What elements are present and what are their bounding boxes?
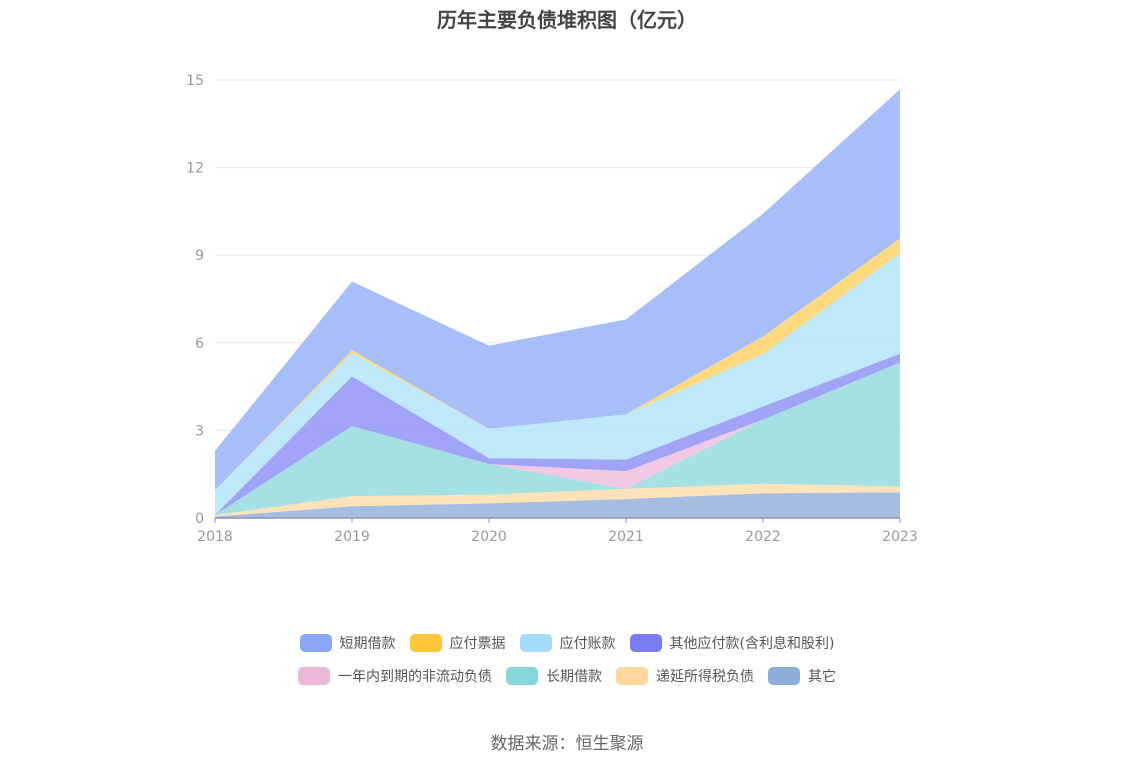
y-tick-label: 9 — [195, 248, 204, 264]
area-series-长期借款 — [215, 362, 900, 516]
y-tick-label: 12 — [186, 161, 204, 177]
area-series-其它 — [215, 492, 900, 518]
legend-swatch-icon — [629, 634, 662, 652]
y-tick-label: 0 — [195, 511, 204, 527]
chart-title: 历年主要负债堆积图（亿元） — [437, 8, 697, 32]
legend-item[interactable]: 其它 — [768, 666, 836, 686]
x-tick-label: 2019 — [334, 529, 370, 545]
axes: 0 3 6 9 12 15 2018 2019 2020 2021 2022 2023 — [186, 73, 918, 545]
legend-swatch-icon — [616, 667, 648, 685]
area-series-短期借款 — [215, 89, 900, 491]
legend-swatch-icon — [768, 667, 800, 685]
legend-swatch-icon — [409, 634, 442, 652]
legend-label: 应付账款 — [559, 636, 616, 652]
legend-row-2: 一年内到期的非流动负债 长期借款 递延所得税负债 其它 — [0, 666, 1134, 686]
x-tick-label: 2021 — [608, 529, 644, 545]
legend-swatch-icon — [298, 667, 330, 685]
legend-swatch-icon — [299, 634, 332, 652]
legend-label: 递延所得税负债 — [656, 669, 754, 685]
x-tick-label: 2023 — [882, 529, 918, 545]
legend-item[interactable]: 应付账款 — [519, 633, 616, 653]
y-tick-label: 3 — [195, 423, 204, 439]
legend-item[interactable]: 短期借款 — [299, 633, 396, 653]
legend-label: 其它 — [808, 669, 836, 685]
legend-row-1: 短期借款 应付票据 应付账款 其他应付款(含利息和股利) — [0, 633, 1134, 653]
x-tick-label: 2020 — [471, 529, 507, 545]
legend-label: 一年内到期的非流动负债 — [338, 669, 492, 685]
source-note: 数据来源：恒生聚源 — [490, 734, 644, 754]
legend-label: 应付票据 — [449, 636, 506, 652]
area-series-递延所得税负债 — [215, 483, 900, 517]
legend-swatch-icon — [519, 634, 552, 652]
legend-label: 长期借款 — [546, 669, 602, 685]
legend-label: 其他应付款(含利息和股利) — [669, 636, 835, 652]
x-tick-label: 2018 — [197, 529, 233, 545]
legend-item[interactable]: 应付票据 — [409, 633, 506, 653]
legend-label: 短期借款 — [339, 636, 396, 652]
area-series-应付账款 — [215, 252, 900, 516]
x-tick-label: 2022 — [745, 529, 781, 545]
legend-item[interactable]: 递延所得税负债 — [616, 666, 754, 686]
legend-item[interactable]: 其他应付款(含利息和股利) — [629, 633, 835, 653]
legend-swatch-icon — [506, 667, 538, 685]
legend-item[interactable]: 长期借款 — [506, 666, 602, 686]
y-tick-label: 15 — [186, 73, 204, 89]
y-tick-label: 6 — [195, 336, 204, 352]
area-series — [215, 89, 900, 518]
legend-item[interactable]: 一年内到期的非流动负债 — [298, 666, 492, 686]
